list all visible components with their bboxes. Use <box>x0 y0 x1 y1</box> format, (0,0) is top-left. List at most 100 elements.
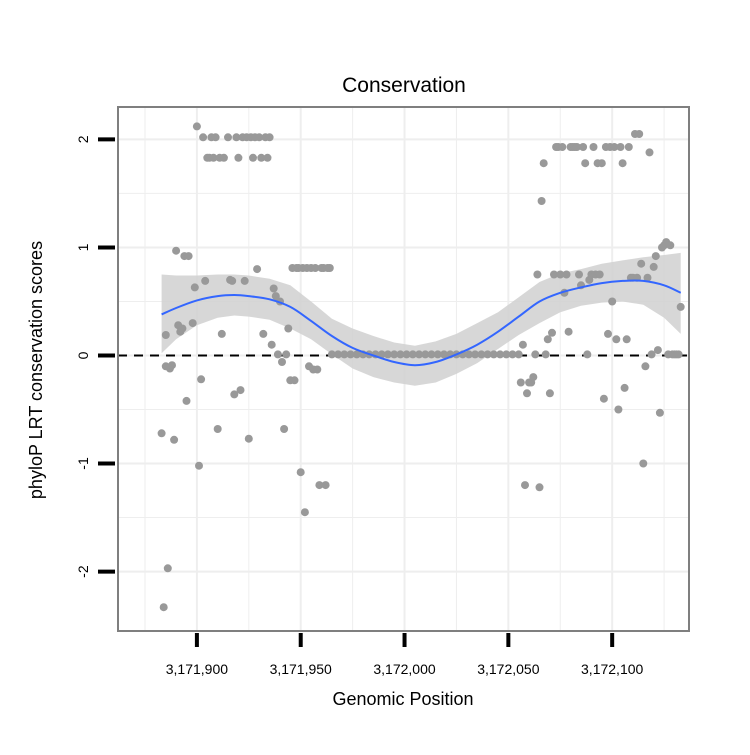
data-point <box>523 389 531 398</box>
data-point <box>624 143 633 151</box>
data-point <box>653 346 662 355</box>
data-point <box>170 435 179 444</box>
data-point <box>340 350 349 359</box>
data-point <box>548 328 556 337</box>
data-point <box>433 350 442 359</box>
y-tick-label: 1 <box>75 243 91 251</box>
data-point <box>539 159 548 168</box>
data-point <box>253 265 262 274</box>
data-point <box>489 350 498 359</box>
data-point <box>620 383 629 392</box>
x-tick-label: 3,172,100 <box>581 661 643 677</box>
data-point <box>296 468 305 477</box>
data-point <box>637 259 646 268</box>
data-point <box>236 386 245 395</box>
data-point <box>271 292 280 301</box>
data-point <box>535 483 544 492</box>
data-point <box>647 350 656 359</box>
data-point <box>508 350 517 359</box>
data-point <box>163 564 172 573</box>
data-point <box>209 153 218 162</box>
data-point <box>346 350 355 359</box>
data-point <box>643 273 652 282</box>
data-point <box>583 350 592 359</box>
data-point <box>533 270 542 279</box>
data-point <box>581 159 590 168</box>
data-point <box>188 319 197 328</box>
plot-border <box>117 106 690 632</box>
data-point <box>300 508 309 517</box>
data-point <box>427 350 436 359</box>
data-point <box>168 361 176 370</box>
data-point <box>190 283 199 292</box>
data-point <box>655 408 664 417</box>
data-point <box>184 252 193 261</box>
data-point <box>224 133 232 142</box>
data-point <box>321 481 330 490</box>
confidence-ribbon <box>161 252 681 386</box>
data-point <box>518 340 527 349</box>
data-point <box>197 375 206 384</box>
data-point <box>334 350 343 359</box>
data-point <box>390 350 399 359</box>
data-point <box>255 133 264 142</box>
data-point <box>616 143 625 151</box>
confidence-ribbon-layer <box>161 252 681 386</box>
x-tick-label: 3,172,050 <box>477 661 539 677</box>
data-point <box>521 481 529 490</box>
data-point <box>219 153 228 162</box>
data-point <box>234 153 243 162</box>
data-point <box>415 350 424 359</box>
data-point <box>290 376 299 385</box>
data-point <box>273 350 282 359</box>
data-point <box>635 130 644 138</box>
data-point <box>645 148 654 157</box>
data-point <box>263 153 272 162</box>
smooth-fit-line <box>161 279 682 367</box>
data-point <box>377 350 386 359</box>
data-point <box>543 335 552 344</box>
y-tick-label: -1 <box>75 457 91 470</box>
x-axis-label: Genomic Position <box>332 689 473 709</box>
data-point <box>182 396 191 405</box>
grid <box>118 107 689 631</box>
data-point <box>325 264 334 272</box>
data-point <box>572 143 581 151</box>
data-point <box>315 481 324 490</box>
data-point <box>604 329 612 338</box>
data-point <box>651 252 660 261</box>
data-point <box>217 329 226 338</box>
data-point <box>278 358 286 366</box>
data-point <box>265 133 274 142</box>
data-point <box>408 350 417 359</box>
data-point <box>192 122 201 131</box>
data-point <box>402 350 411 359</box>
data-point <box>211 133 220 142</box>
data-point <box>477 350 486 359</box>
data-point <box>599 394 608 403</box>
data-point <box>327 350 336 359</box>
data-point <box>556 270 565 279</box>
data-point <box>269 284 278 293</box>
y-tick-label: 0 <box>75 351 91 359</box>
data-point <box>199 133 208 142</box>
points-layer <box>157 122 685 612</box>
data-point <box>244 434 253 443</box>
data-point <box>550 270 558 279</box>
data-point <box>502 350 511 359</box>
data-point <box>178 324 187 333</box>
data-point <box>471 350 480 359</box>
data-point <box>666 241 675 250</box>
x-tick-label: 3,171,950 <box>270 661 332 677</box>
data-point <box>421 350 430 359</box>
data-point <box>195 461 203 470</box>
data-point <box>464 350 473 359</box>
data-point <box>282 350 291 359</box>
data-point <box>257 153 266 162</box>
data-point <box>545 389 554 398</box>
data-point <box>595 270 604 279</box>
data-point <box>516 378 525 387</box>
data-point <box>537 197 546 205</box>
